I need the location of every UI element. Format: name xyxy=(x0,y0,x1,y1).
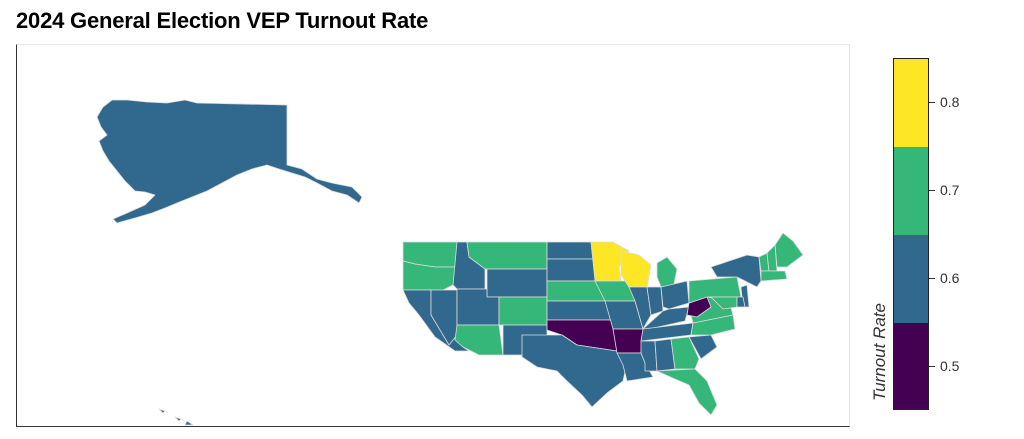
state-nd[interactable] xyxy=(546,241,594,260)
state-nh[interactable] xyxy=(766,244,778,272)
colorbar-title: Turnout Rate xyxy=(864,300,894,412)
us-map xyxy=(96,99,804,426)
state-hi[interactable] xyxy=(158,408,194,426)
state-nv[interactable] xyxy=(430,289,458,346)
colorbar-tick-label: 0.6 xyxy=(940,270,960,286)
state-wi[interactable] xyxy=(620,250,652,288)
state-il[interactable] xyxy=(628,286,652,330)
colorbar-bin-3 xyxy=(894,59,928,147)
state-ma[interactable] xyxy=(760,270,788,282)
colorbar-tick-mark xyxy=(929,366,935,367)
colorbar-tick-mark xyxy=(929,190,935,191)
state-sd[interactable] xyxy=(546,258,598,282)
state-sc[interactable] xyxy=(688,334,718,360)
state-wy[interactable] xyxy=(486,268,548,298)
colorbar-bin-2 xyxy=(894,147,928,235)
state-de[interactable] xyxy=(736,296,746,308)
state-oh[interactable] xyxy=(660,280,690,310)
colorbar-tick-label: 0.8 xyxy=(940,94,960,110)
colorbar-bin-1 xyxy=(894,235,928,323)
state-ks[interactable] xyxy=(546,300,614,321)
colorbar-tick-mark xyxy=(929,102,935,103)
state-tx[interactable] xyxy=(521,334,628,408)
colorbar-tick-mark xyxy=(929,278,935,279)
state-fl[interactable] xyxy=(656,368,718,416)
state-ny[interactable] xyxy=(710,254,762,288)
chart-title: 2024 General Election VEP Turnout Rate xyxy=(16,8,429,33)
state-ar[interactable] xyxy=(612,328,644,354)
colorbar xyxy=(893,58,929,410)
colorbar-bin-0 xyxy=(894,323,928,409)
colorbar-tick-label: 0.5 xyxy=(940,358,960,374)
state-mt[interactable] xyxy=(466,241,548,270)
state-ak[interactable] xyxy=(96,99,363,224)
state-me[interactable] xyxy=(774,232,804,268)
map-panel xyxy=(16,44,850,427)
state-co[interactable] xyxy=(498,296,548,326)
state-ga[interactable] xyxy=(670,336,700,370)
colorbar-tick-label: 0.7 xyxy=(940,182,960,198)
colorbar-title-text: Turnout Rate xyxy=(870,303,889,401)
